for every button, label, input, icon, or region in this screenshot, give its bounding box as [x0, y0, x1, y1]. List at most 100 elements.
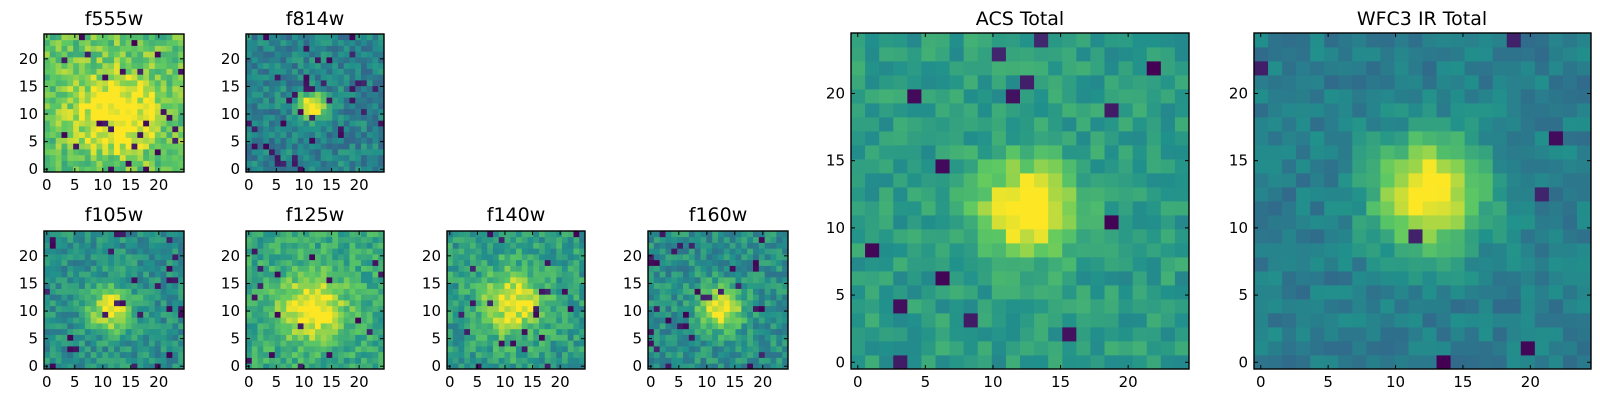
heatmap-cell	[977, 131, 993, 146]
heatmap-cell	[149, 277, 156, 284]
heatmap-cell	[544, 265, 551, 272]
heatmap-cell	[1352, 159, 1367, 174]
heatmap-cell	[1324, 327, 1339, 342]
heatmap-cell	[533, 236, 540, 243]
heatmap-cell	[131, 137, 138, 144]
heatmap-cell	[286, 248, 293, 255]
heatmap-cell	[1324, 243, 1339, 258]
heatmap-cell	[320, 363, 327, 370]
heatmap-cell	[1380, 243, 1395, 258]
heatmap-cell	[764, 288, 771, 295]
heatmap-cell	[544, 300, 551, 307]
heatmap-cell	[338, 85, 345, 92]
heatmap-cell	[1048, 145, 1063, 160]
heatmap-cell	[1146, 145, 1162, 160]
heatmap-cell	[1268, 201, 1283, 216]
heatmap-cell	[297, 311, 304, 318]
heatmap-cell	[510, 346, 517, 353]
heatmap-cell	[55, 311, 62, 318]
heatmap-cell	[274, 74, 281, 81]
heatmap-cell	[747, 300, 754, 307]
heatmap-cell	[1450, 103, 1466, 118]
heatmap-cell	[481, 294, 488, 301]
heatmap-cell	[160, 137, 167, 144]
heatmap-cell	[251, 328, 258, 335]
heatmap-cell	[533, 231, 540, 238]
heatmap-cell	[1576, 33, 1592, 48]
heatmap-cell	[907, 103, 922, 118]
heatmap-cell	[280, 114, 287, 121]
heatmap-cell	[361, 166, 368, 173]
heatmap-cell	[1062, 313, 1077, 328]
heatmap-cell	[1090, 75, 1105, 90]
heatmap-cell	[851, 355, 866, 370]
heatmap-cell	[688, 323, 696, 330]
heatmap-cell	[653, 300, 661, 307]
heatmap-cell	[79, 131, 86, 138]
heatmap-cell	[137, 108, 144, 115]
heatmap-cell	[741, 288, 748, 295]
heatmap-cell	[481, 277, 488, 284]
heatmap-cell	[263, 160, 270, 167]
heatmap-cell	[303, 323, 310, 330]
heatmap-cell	[372, 34, 379, 41]
heatmap-cell	[49, 323, 57, 330]
heatmap-cell	[292, 357, 299, 364]
heatmap-cell	[90, 74, 97, 81]
heatmap-cell	[84, 254, 92, 261]
heatmap-cell	[166, 294, 173, 301]
heatmap-cell	[108, 363, 115, 370]
heatmap-cell	[119, 265, 127, 272]
heatmap-cell	[67, 68, 74, 75]
heatmap-cell	[154, 108, 162, 115]
heatmap-cell	[303, 277, 310, 284]
heatmap-cell	[1020, 33, 1035, 48]
heatmap-cell	[1076, 89, 1091, 104]
heatmap-cell	[102, 317, 109, 324]
heatmap-cell	[269, 323, 276, 330]
heatmap-cell	[487, 236, 494, 243]
heatmap-cell	[166, 62, 173, 69]
heatmap-cell	[320, 317, 327, 324]
heatmap-cell	[263, 39, 270, 46]
heatmap-cell	[44, 328, 51, 335]
heatmap-cell	[1464, 103, 1480, 118]
heatmap-cell	[338, 317, 345, 324]
heatmap-cell	[1338, 299, 1353, 314]
heatmap-cell	[1174, 47, 1190, 62]
heatmap-cell	[269, 51, 276, 58]
heatmap-cell	[372, 74, 379, 81]
heatmap-cell	[527, 317, 534, 324]
heatmap-cell	[251, 74, 258, 81]
heatmap-cell	[263, 143, 270, 150]
heatmap-cell	[263, 340, 270, 347]
heatmap-cell	[84, 242, 92, 249]
heatmap-cell	[257, 103, 264, 110]
heatmap-cell	[297, 271, 304, 278]
heatmap-cell	[44, 300, 51, 307]
heatmap-cell	[1478, 173, 1494, 188]
heatmap-cell	[1005, 47, 1021, 62]
heatmap-cell	[274, 166, 281, 173]
heatmap-cell	[1352, 75, 1367, 90]
heatmap-cell	[131, 131, 138, 138]
heatmap-cell	[493, 248, 500, 255]
heatmap-cell	[90, 108, 97, 115]
heatmap-cell	[1146, 285, 1162, 300]
heatmap-cell	[1132, 243, 1148, 258]
heatmap-cell	[263, 346, 270, 353]
heatmap-cell	[166, 300, 173, 307]
heatmap-cell	[1310, 299, 1325, 314]
heatmap-cell	[349, 323, 356, 330]
heatmap-cell	[493, 259, 500, 266]
heatmap-cell	[149, 114, 156, 121]
heatmap-cell	[550, 305, 557, 312]
heatmap-cell	[1562, 103, 1578, 118]
heatmap-cell	[246, 143, 253, 150]
heatmap-cell	[556, 242, 563, 249]
heatmap-cell	[579, 259, 586, 266]
heatmap-cell	[73, 97, 80, 104]
heatmap-cell	[292, 68, 299, 75]
heatmap-cell	[475, 300, 482, 307]
heatmap-cell	[510, 294, 517, 301]
